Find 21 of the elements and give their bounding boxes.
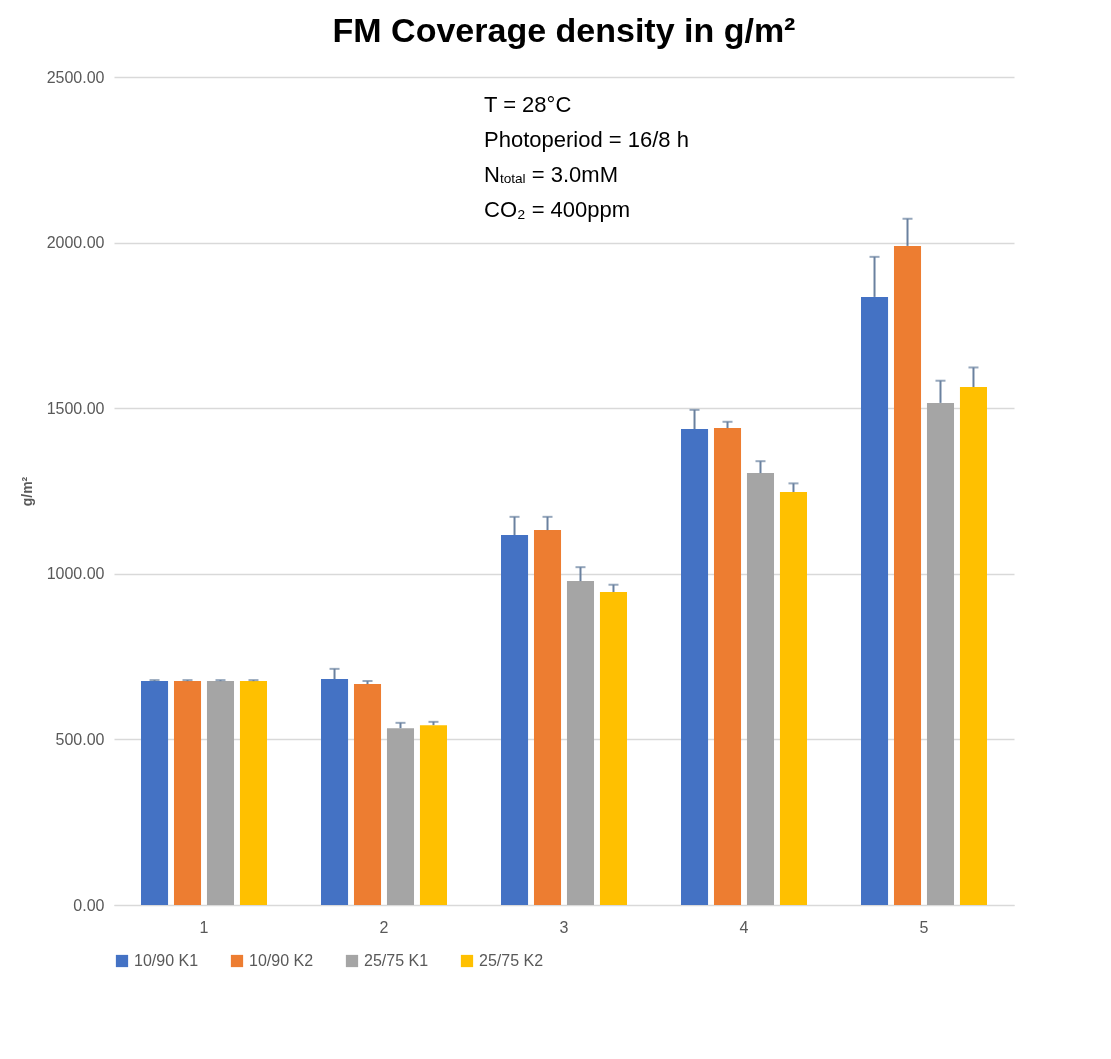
- x-tick-label: 5: [919, 918, 929, 936]
- annotation: Ntotal = 3.0mM: [484, 162, 618, 187]
- y-tick-label: 1500.00: [46, 399, 105, 417]
- annotation: CO₂ = 400ppm: [484, 197, 631, 222]
- annotation: Photoperiod = 16/8 h: [484, 127, 689, 152]
- y-tick-label: 500.00: [55, 730, 105, 748]
- y-tick-label: 0.00: [73, 896, 105, 914]
- x-tick-label: 2: [379, 918, 389, 936]
- x-tick-label: 3: [559, 918, 569, 936]
- y-tick-label: 2000.00: [46, 234, 105, 252]
- x-tick-label: 1: [199, 918, 209, 936]
- legend-label: 25/75 K2: [479, 952, 544, 969]
- legend-label: 10/90 K2: [249, 952, 314, 969]
- legend-label: 25/75 K1: [364, 952, 429, 969]
- legend-label: 10/90 K1: [134, 952, 199, 969]
- y-tick-label: 1000.00: [46, 565, 105, 583]
- chart-title: FM Coverage density in g/m²: [332, 11, 796, 49]
- x-tick-label: 4: [739, 918, 749, 936]
- y-tick-label: 2500.00: [46, 68, 105, 86]
- annotation: T = 28°C: [484, 92, 572, 117]
- y-axis-title: g/m²: [18, 476, 35, 507]
